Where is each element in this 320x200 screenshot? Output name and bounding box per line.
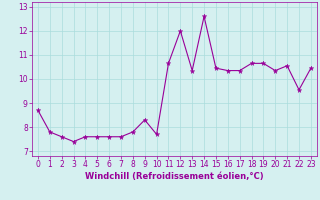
X-axis label: Windchill (Refroidissement éolien,°C): Windchill (Refroidissement éolien,°C) (85, 172, 264, 181)
